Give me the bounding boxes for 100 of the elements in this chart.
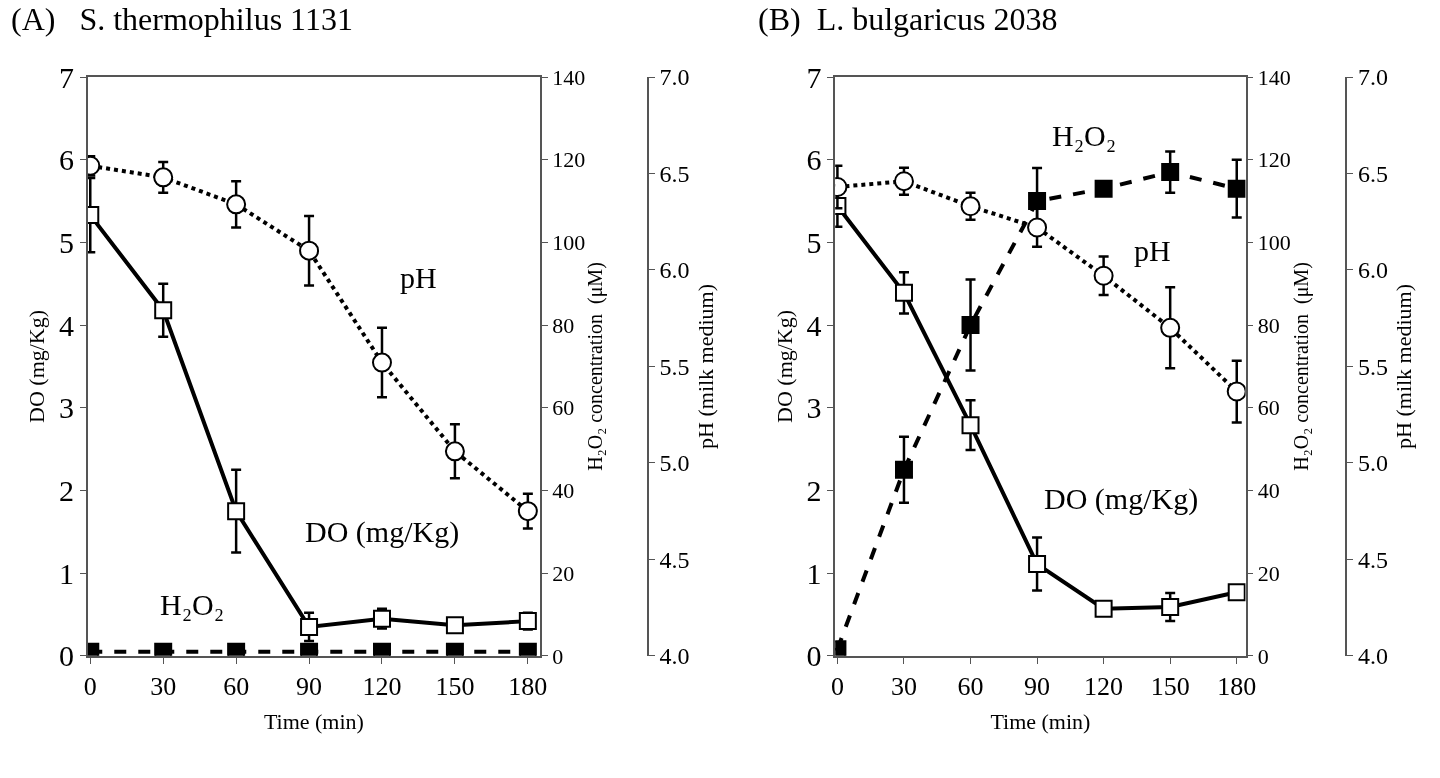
x-tick-label: 150 bbox=[1150, 671, 1190, 701]
y3-tick-label: 4.5 bbox=[659, 546, 690, 573]
y-tick-label: 2 bbox=[59, 473, 75, 507]
point bbox=[227, 502, 246, 521]
y2-tick-label: 100 bbox=[1257, 230, 1291, 256]
x-tick-label: 120 bbox=[1084, 671, 1124, 701]
series-label: DO (mg/Kg) bbox=[1044, 482, 1199, 516]
point bbox=[893, 171, 914, 192]
y3-tick-label: 6.0 bbox=[1357, 257, 1388, 284]
x-axis-title: Time (min) bbox=[990, 709, 1091, 735]
x-tick-label: 30 bbox=[150, 671, 177, 701]
y-tick-label: 4 bbox=[59, 308, 75, 342]
y-tick-label: 1 bbox=[59, 556, 75, 590]
series-label: DO (mg/Kg) bbox=[305, 515, 460, 549]
y2-tick-label: 20 bbox=[1257, 560, 1280, 586]
y3-tick-label: 4.5 bbox=[1357, 546, 1388, 573]
y2-tick-label: 100 bbox=[552, 230, 586, 256]
point bbox=[1227, 179, 1246, 198]
chart-title: (A) S. thermophilus 1131 bbox=[11, 1, 353, 37]
y3-tick-label: 5.5 bbox=[659, 353, 690, 380]
y-axis-title: DO (mg/Kg) bbox=[771, 309, 797, 423]
y2-tick-label: 0 bbox=[552, 643, 564, 669]
y3-tick-label: 6.0 bbox=[659, 257, 690, 284]
y3-tick-label: 6.5 bbox=[659, 160, 690, 187]
y2-tick-label: 120 bbox=[552, 147, 586, 173]
x-tick-label: 150 bbox=[435, 671, 475, 701]
x-tick-label: 180 bbox=[1217, 671, 1257, 701]
y2-tick-label: 140 bbox=[1257, 64, 1291, 90]
y-tick-label: 3 bbox=[59, 391, 75, 425]
y-tick-label: 1 bbox=[806, 556, 822, 590]
y2-tick-label: 80 bbox=[552, 312, 575, 338]
y-tick-label: 4 bbox=[806, 308, 822, 342]
x-tick-label: 0 bbox=[83, 671, 97, 701]
y3-axis-title: pH (milk medium) bbox=[692, 283, 718, 449]
point bbox=[226, 194, 247, 215]
x-tick-label: 120 bbox=[362, 671, 402, 701]
point bbox=[961, 316, 980, 335]
y2-tick-label: 40 bbox=[1257, 478, 1280, 504]
point bbox=[1161, 163, 1180, 182]
y2-tick-label: 40 bbox=[552, 478, 575, 504]
point bbox=[372, 352, 392, 373]
point bbox=[299, 240, 320, 261]
x-axis-title: Time (min) bbox=[263, 709, 364, 735]
y3-tick-label: 5.5 bbox=[1357, 353, 1388, 380]
y-tick-label: 6 bbox=[806, 143, 822, 177]
y-tick-label: 7 bbox=[59, 60, 75, 94]
y2-tick-label: 140 bbox=[552, 64, 586, 90]
point bbox=[1094, 179, 1113, 198]
y3-tick-label: 4.0 bbox=[659, 643, 690, 670]
x-tick-label: 90 bbox=[296, 671, 323, 701]
point bbox=[1028, 555, 1047, 574]
point bbox=[894, 460, 913, 479]
y-tick-label: 3 bbox=[806, 391, 822, 425]
y3-tick-label: 7.0 bbox=[659, 64, 690, 91]
x-tick-label: 0 bbox=[830, 671, 844, 701]
y3-tick-label: 7.0 bbox=[1357, 64, 1388, 91]
y-tick-label: 0 bbox=[806, 639, 822, 673]
y2-axis-title: H₂O₂ concentration (μM) bbox=[584, 262, 608, 471]
series-label: H₂O₂ bbox=[160, 588, 225, 621]
y3-tick-label: 4.0 bbox=[1357, 643, 1388, 670]
y2-tick-label: 0 bbox=[1257, 643, 1269, 669]
point bbox=[1027, 217, 1048, 238]
y2-tick-label: 120 bbox=[1257, 147, 1291, 173]
point bbox=[153, 167, 174, 188]
y2-tick-label: 80 bbox=[1257, 312, 1280, 338]
point bbox=[1226, 381, 1246, 402]
y-tick-label: 2 bbox=[806, 473, 822, 507]
y-tick-label: 5 bbox=[806, 225, 822, 259]
y2-axis-title: H₂O₂ concentration (μM) bbox=[1289, 262, 1313, 471]
y2-tick-label: 60 bbox=[552, 395, 575, 421]
series-label: pH bbox=[1134, 234, 1171, 267]
series-label: H₂O₂ bbox=[1052, 119, 1117, 152]
point bbox=[445, 616, 464, 635]
y3-tick-label: 5.0 bbox=[1357, 450, 1388, 477]
x-tick-label: 180 bbox=[508, 671, 548, 701]
y-tick-label: 6 bbox=[59, 143, 75, 177]
point bbox=[300, 617, 319, 636]
y3-tick-label: 5.0 bbox=[659, 450, 690, 477]
y3-axis-title: pH (milk medium) bbox=[1391, 283, 1417, 449]
x-tick-label: 60 bbox=[223, 671, 250, 701]
y-tick-label: 0 bbox=[59, 639, 75, 673]
point bbox=[1161, 598, 1180, 617]
point bbox=[960, 196, 981, 217]
y2-tick-label: 20 bbox=[552, 560, 575, 586]
x-tick-label: 90 bbox=[1024, 671, 1051, 701]
point bbox=[517, 501, 538, 522]
series-label: pH bbox=[400, 261, 437, 294]
point bbox=[154, 301, 173, 320]
y-tick-label: 7 bbox=[806, 60, 822, 94]
x-tick-label: 60 bbox=[957, 671, 984, 701]
point bbox=[894, 283, 913, 302]
point bbox=[1160, 317, 1181, 338]
chart-title: (B) L. bulgaricus 2038 bbox=[758, 1, 1058, 37]
point bbox=[1227, 583, 1246, 602]
point bbox=[444, 441, 465, 462]
y-axis-title: DO (mg/Kg) bbox=[24, 309, 50, 423]
point bbox=[1094, 599, 1113, 618]
y3-tick-label: 6.5 bbox=[1357, 160, 1388, 187]
point bbox=[961, 416, 980, 435]
point bbox=[1093, 265, 1114, 286]
